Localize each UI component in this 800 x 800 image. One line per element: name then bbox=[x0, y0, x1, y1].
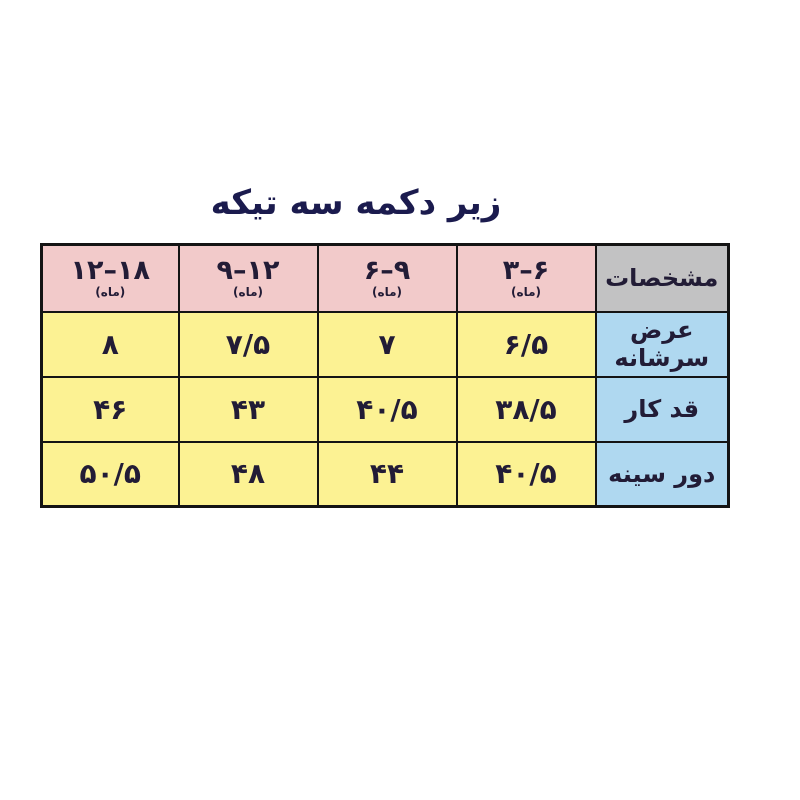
age-range-label: ۹–۱۲ bbox=[216, 255, 280, 287]
table-row-chest-circumference: دور سینه ۴۰/۵ ۴۴ ۴۸ ۵۰/۵ bbox=[40, 440, 730, 508]
age-header-cell-6-9: ۶–۹ (ماه) bbox=[316, 243, 458, 313]
value-cell: ۶/۵ bbox=[455, 310, 597, 378]
age-range-label: ۱۲–۱۸ bbox=[70, 255, 150, 287]
age-header-cell-3-6: ۳–۶ (ماه) bbox=[455, 243, 597, 313]
value-cell: ۳۸/۵ bbox=[455, 375, 597, 443]
value-cell: ۴۴ bbox=[316, 440, 458, 508]
value-cell: ۸ bbox=[40, 310, 180, 378]
spec-header-cell: مشخصات bbox=[594, 243, 730, 313]
row-label-cell: دور سینه bbox=[594, 440, 730, 508]
size-chart-title: زیر دکمه سه تیکه bbox=[210, 183, 502, 223]
value-cell: ۷ bbox=[316, 310, 458, 378]
age-range-label: ۳–۶ bbox=[502, 255, 550, 287]
age-unit-label: (ماه) bbox=[95, 284, 126, 299]
value-cell: ۷/۵ bbox=[177, 310, 319, 378]
value-cell: ۴۶ bbox=[40, 375, 180, 443]
size-chart-table: مشخصات ۳–۶ (ماه) ۶–۹ (ماه) ۹–۱۲ (ماه) ۱۲… bbox=[40, 243, 730, 508]
table-header-row: مشخصات ۳–۶ (ماه) ۶–۹ (ماه) ۹–۱۲ (ماه) ۱۲… bbox=[40, 243, 730, 313]
age-range-label: ۶–۹ bbox=[363, 255, 411, 287]
age-header-cell-12-18: ۱۲–۱۸ (ماه) bbox=[40, 243, 180, 313]
age-unit-label: (ماه) bbox=[372, 284, 402, 299]
row-label-cell: قد کار bbox=[594, 375, 730, 443]
value-cell: ۴۸ bbox=[177, 440, 319, 508]
value-cell: ۴۰/۵ bbox=[455, 440, 597, 508]
value-cell: ۴۳ bbox=[177, 375, 319, 443]
value-cell: ۵۰/۵ bbox=[40, 440, 180, 508]
age-unit-label: (ماه) bbox=[511, 284, 541, 299]
age-unit-label: (ماه) bbox=[233, 284, 263, 299]
table-row-shoulder-width: عرض سرشانه ۶/۵ ۷ ۷/۵ ۸ bbox=[40, 310, 730, 378]
value-cell: ۴۰/۵ bbox=[316, 375, 458, 443]
table-row-garment-length: قد کار ۳۸/۵ ۴۰/۵ ۴۳ ۴۶ bbox=[40, 375, 730, 443]
age-header-cell-9-12: ۹–۱۲ (ماه) bbox=[177, 243, 319, 313]
row-label-cell: عرض سرشانه bbox=[594, 310, 730, 378]
